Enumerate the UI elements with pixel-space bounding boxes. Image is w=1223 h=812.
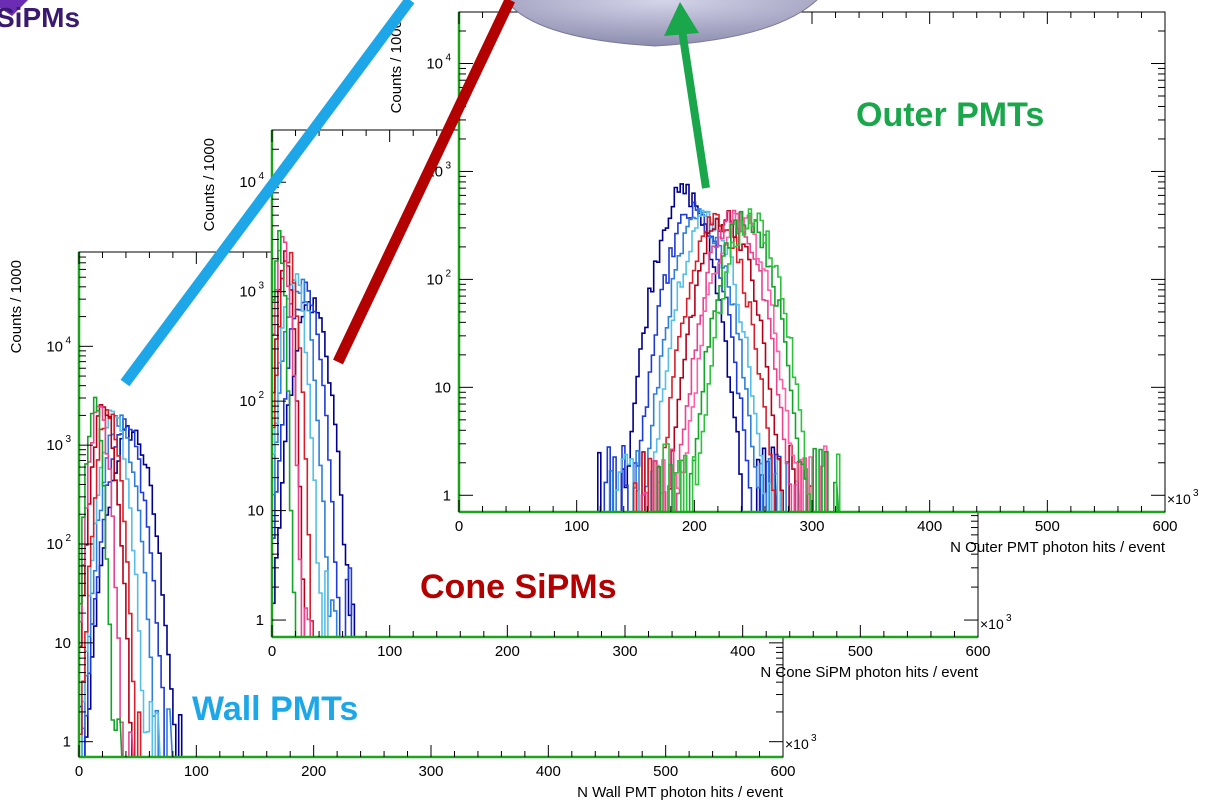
- outer-y-tick-label: 1: [443, 487, 451, 504]
- outer-y-tick-label: 10: [426, 271, 443, 288]
- outer-x-tick-label: 100: [564, 518, 589, 535]
- wall-x-tick-label: 500: [653, 763, 678, 780]
- wall-y-tick-label: 1: [63, 734, 71, 751]
- wall-series-3: [79, 409, 161, 758]
- cone-x-axis-title: N Cone SiPM photon hits / event: [760, 664, 978, 681]
- wall-series-7: [78, 396, 123, 758]
- wall-y-tick-exp: 3: [65, 434, 71, 445]
- wall-y-tick-exp: 4: [65, 335, 71, 346]
- outer-y-tick-label: 10: [426, 56, 443, 73]
- outer-x-multiplier-exp: 3: [1193, 488, 1199, 499]
- wall-series-6: [78, 405, 134, 758]
- purple-arrow: [0, 0, 28, 16]
- cone-x-tick-label: 300: [612, 643, 637, 660]
- cone-y-tick-label: 10: [239, 393, 256, 410]
- sipms-annotation: SiPMs: [0, 2, 81, 33]
- outer-x-tick-label: 300: [799, 518, 824, 535]
- cone-series-6: [271, 235, 311, 638]
- cone-series-3: [271, 273, 334, 638]
- wall-pointer-line: [120, 0, 415, 387]
- wall-pmts-annotation: Wall PMTs: [192, 690, 359, 728]
- cone-x-tick-label: 200: [495, 643, 520, 660]
- wall-series-1: [79, 418, 185, 758]
- wall-x-tick-label: 400: [536, 763, 561, 780]
- cone-series-7: [271, 230, 301, 638]
- wall-y-tick-label: 10: [46, 437, 63, 454]
- outer-pmts-annotation: Outer PMTs: [856, 96, 1045, 134]
- cone-x-tick-label: 400: [730, 643, 755, 660]
- cone-y-tick-label: 1: [256, 612, 264, 629]
- outer-x-tick-label: 0: [455, 518, 463, 535]
- cone-sipms-annotation: Cone SiPMs: [420, 568, 617, 606]
- outer-y-tick-exp: 4: [445, 53, 451, 64]
- cone-x-tick-label: 500: [848, 643, 873, 660]
- outer-x-tick-label: 600: [1152, 518, 1177, 535]
- cone-x-tick-label: 100: [377, 643, 402, 660]
- cone-series-1: [271, 281, 358, 638]
- wall-series-4: [78, 409, 149, 758]
- cone-x-tick-label: 0: [268, 643, 276, 660]
- wall-y-axis-title: Counts / 1000: [8, 260, 25, 353]
- cone-series-4: [271, 251, 323, 638]
- cone-y-axis-title: Counts / 1000: [201, 138, 218, 231]
- cone-x-tick-label: 600: [965, 643, 990, 660]
- cone-series-0: [271, 297, 371, 638]
- outer-x-tick-label: 500: [1035, 518, 1060, 535]
- cone-y-tick-exp: 3: [258, 281, 264, 292]
- outer-y-tick-exp: 3: [445, 160, 451, 171]
- cone-y-tick-label: 10: [239, 174, 256, 191]
- outer-pointer-line: [678, 29, 710, 189]
- wall-x-axis-title: N Wall PMT photon hits / event: [577, 784, 784, 801]
- wall-x-tick-label: 100: [184, 763, 209, 780]
- cone-series-2: [271, 278, 345, 638]
- cone-y-tick-exp: 2: [258, 390, 264, 401]
- wall-y-tick-exp: 2: [65, 533, 71, 544]
- cone-x-multiplier-exp: 3: [1006, 613, 1012, 624]
- outer-x-tick-label: 200: [682, 518, 707, 535]
- outer-series-0: [592, 183, 777, 513]
- outer-plot-area: [459, 12, 1165, 512]
- cone-pointer-line: [333, 0, 515, 365]
- wall-x-tick-label: 600: [770, 763, 795, 780]
- outer-x-tick-label: 400: [917, 518, 942, 535]
- wall-y-tick-label: 10: [46, 536, 63, 553]
- outer-pointer-arrowhead: [664, 2, 699, 36]
- outer-y-axis-title: Counts / 1000: [388, 20, 405, 113]
- wall-x-tick-label: 200: [301, 763, 326, 780]
- wall-x-tick-label: 300: [418, 763, 443, 780]
- outer-y-tick-exp: 2: [445, 268, 451, 279]
- outer-x-multiplier: ×10: [1167, 491, 1191, 507]
- cone-x-multiplier: ×10: [980, 616, 1004, 632]
- wall-y-tick-label: 10: [46, 338, 63, 355]
- cone-y-tick-label: 10: [247, 503, 264, 520]
- wall-x-multiplier: ×10: [785, 736, 809, 752]
- wall-y-tick-label: 10: [54, 635, 71, 652]
- outer-x-axis-title: N Outer PMT photon hits / event: [950, 539, 1166, 556]
- detector-sphere: [505, 0, 818, 47]
- cone-y-tick-label: 10: [239, 284, 256, 301]
- cone-y-tick-exp: 4: [258, 171, 264, 182]
- outer-y-tick-label: 10: [434, 379, 451, 396]
- wall-x-multiplier-exp: 3: [811, 733, 817, 744]
- wall-x-tick-label: 0: [75, 763, 83, 780]
